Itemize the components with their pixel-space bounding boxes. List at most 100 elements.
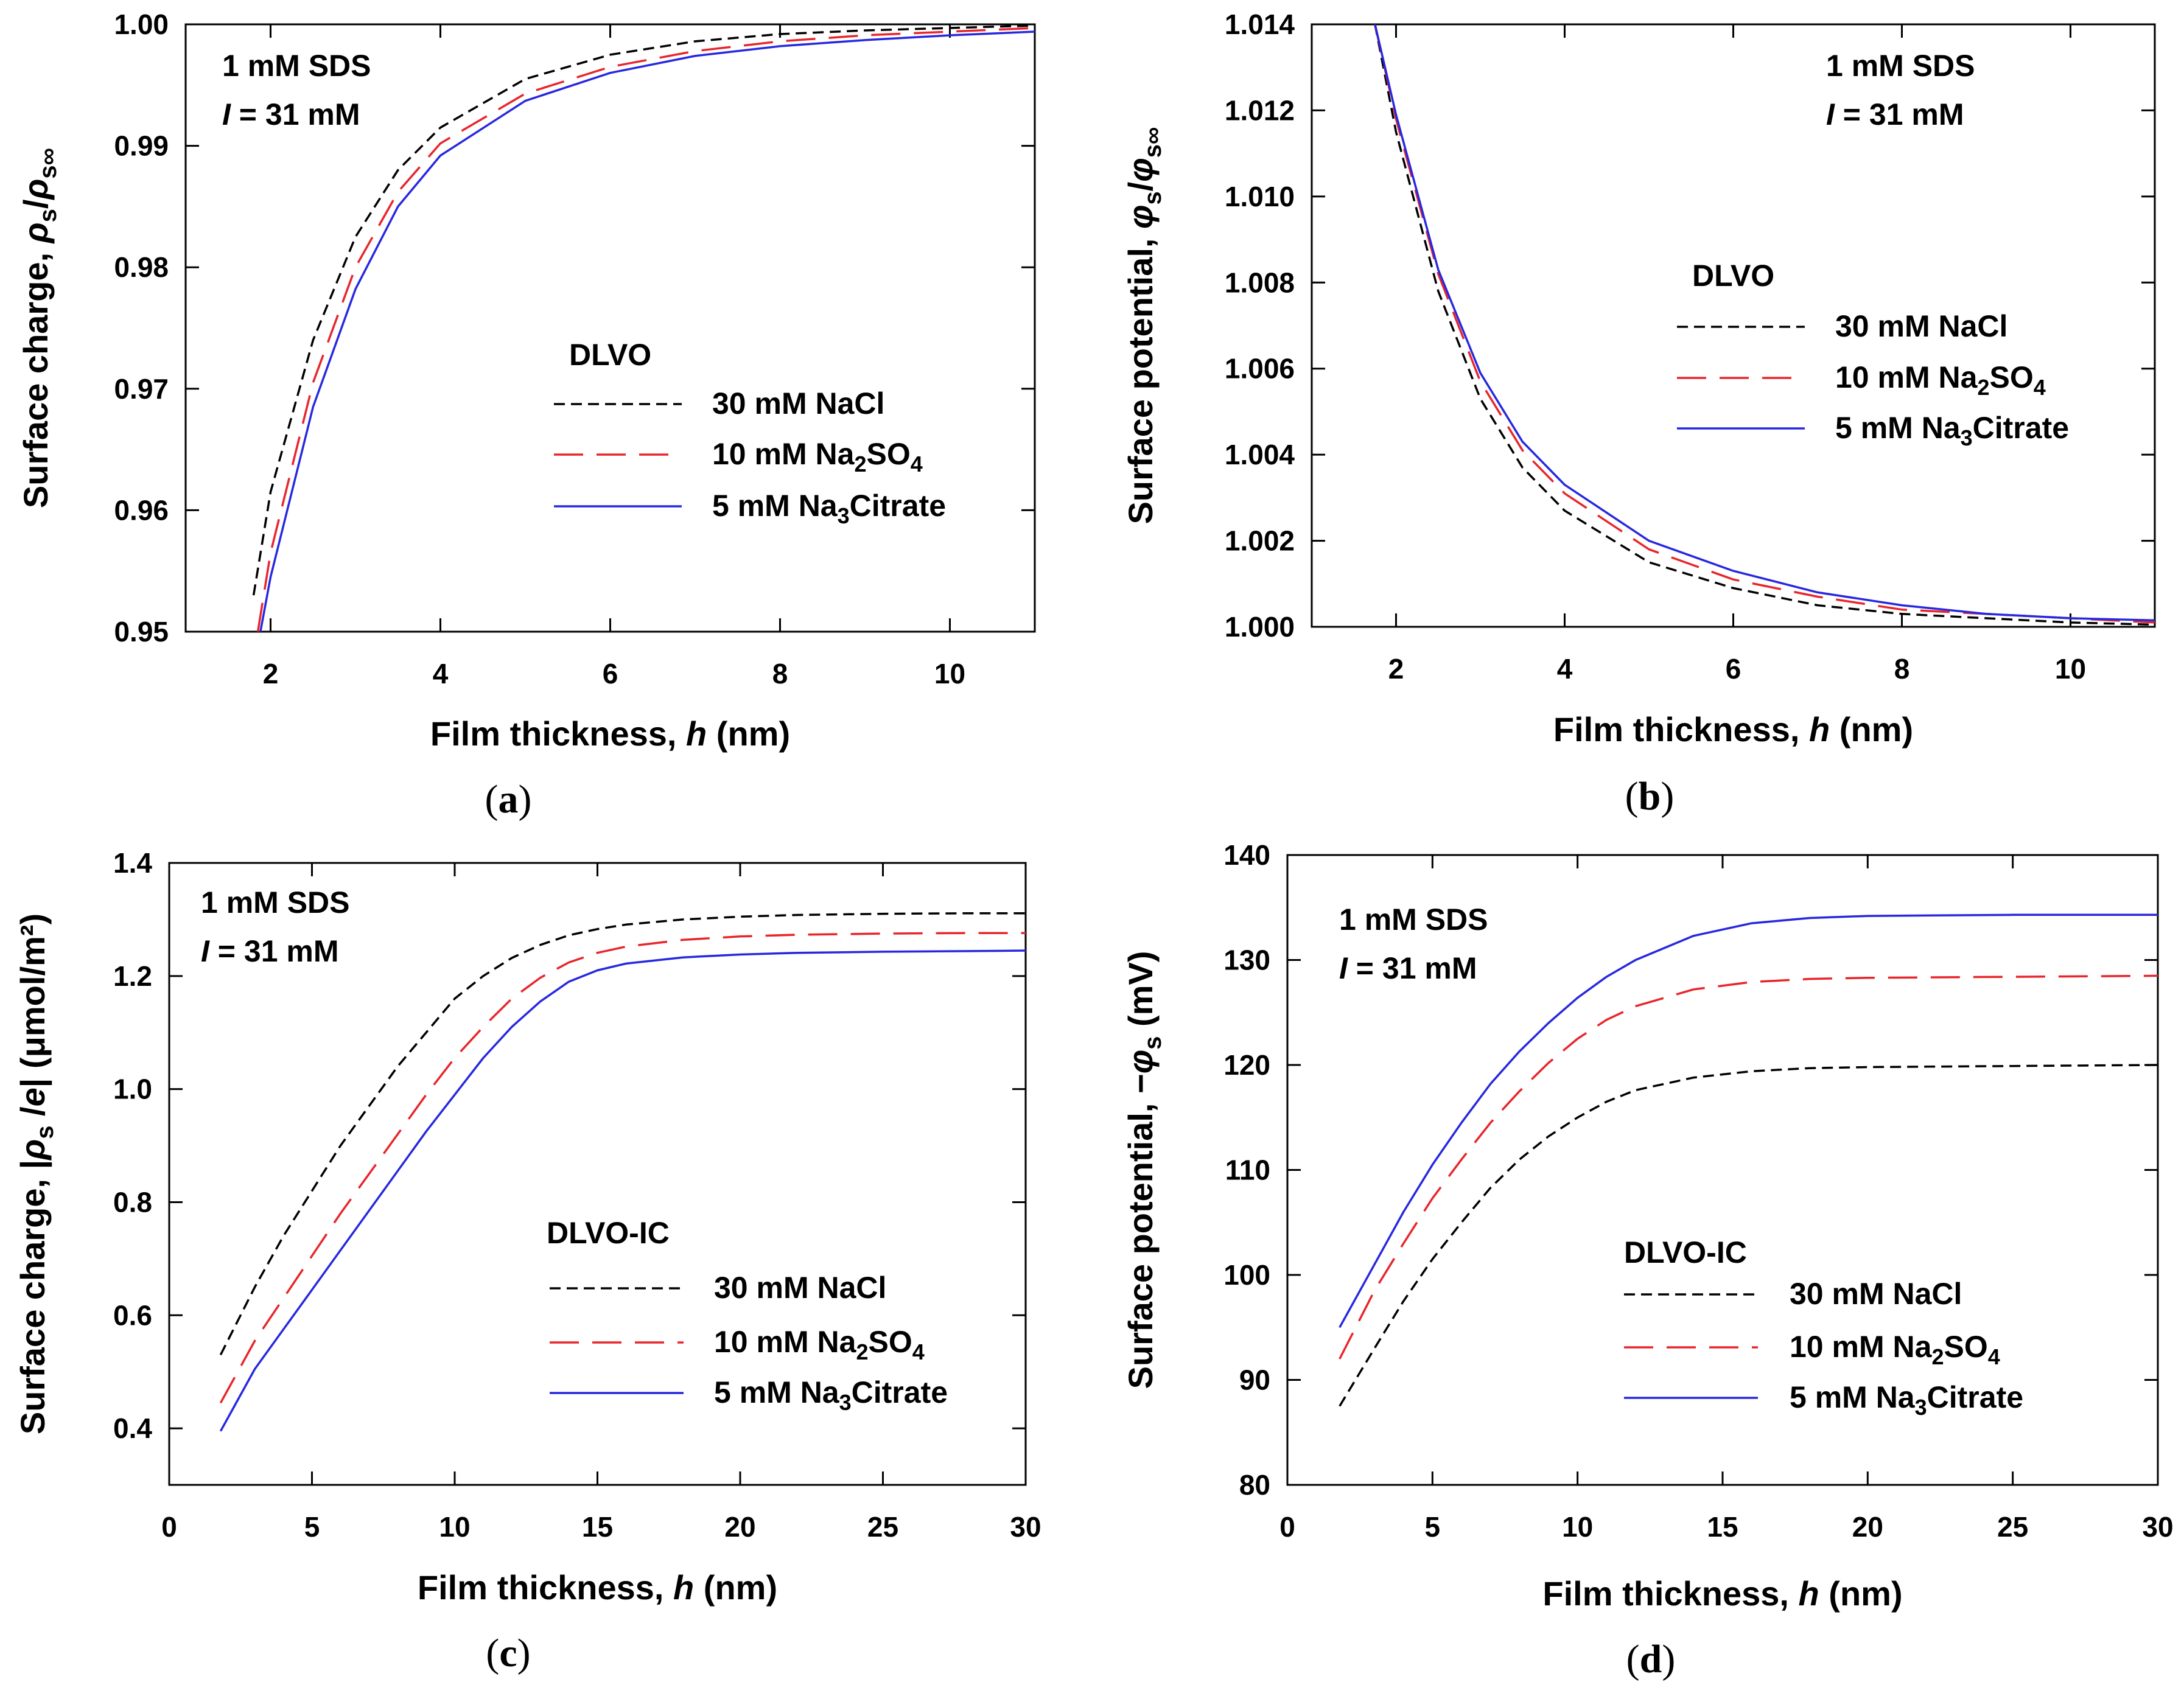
annotation-surfactant: 1 mM SDS (201, 885, 350, 920)
legend-label-nacl: 30 mM NaCl (714, 1271, 886, 1305)
y-tick-label: 0.97 (114, 373, 169, 405)
panel-c: 0 5 10 15 20 25 30 0.4 0.6 0.8 1.0 1.2 1.4 Film thick… (13, 847, 1041, 1675)
x-axis-label: Film thickness, h (nm) (1553, 710, 1913, 749)
legend-label-citrate: 5 mM Na3Citrate (1835, 411, 2069, 450)
x-tick-label: 0 (161, 1511, 177, 1543)
y-tick-label: 1.004 (1225, 439, 1295, 470)
x-tick-label: 6 (603, 658, 618, 689)
y-axis-label: Surface charge, ρs/ρs∞ (16, 148, 61, 508)
series-line-citrate (259, 30, 1035, 632)
legend-label-citrate: 5 mM Na3Citrate (714, 1375, 948, 1415)
legend-label-nacl: 30 mM NaCl (712, 386, 884, 421)
y-tick-label: 1.4 (113, 847, 152, 879)
y-tick-label: 1.000 (1225, 611, 1295, 643)
x-tick-label: 25 (1997, 1511, 2028, 1543)
series-line-na2so4 (1374, 24, 2155, 624)
annotation-ionic-strength: I = 31 mM (222, 97, 360, 131)
series-line-nacl (1374, 24, 2155, 626)
legend-label-na2so4: 10 mM Na2SO4 (1835, 360, 2046, 400)
legend-title: DLVO-IC (1624, 1235, 1747, 1269)
panel-caption: (d) (1626, 1637, 1676, 1681)
x-tick-label: 4 (433, 658, 449, 689)
y-tick-label: 1.008 (1225, 267, 1295, 298)
y-tick-label: 140 (1223, 839, 1270, 871)
y-tick-label: 1.014 (1225, 9, 1295, 40)
x-tick-label: 15 (582, 1511, 613, 1543)
legend-title: DLVO (1692, 259, 1774, 293)
y-tick-label: 90 (1239, 1364, 1270, 1396)
x-tick-label: 8 (772, 658, 788, 689)
y-tick-label: 1.2 (113, 960, 152, 992)
legend-label-citrate: 5 mM Na3Citrate (712, 489, 946, 528)
x-axis-label: Film thickness, h (nm) (1542, 1574, 1902, 1613)
x-tick-label: 0 (1279, 1511, 1295, 1543)
y-axis-label: Surface charge, |ρs /e| (μmol/m²) (13, 913, 58, 1434)
legend-label-na2so4: 10 mM Na2SO4 (712, 437, 923, 476)
x-tick-label: 25 (867, 1511, 898, 1543)
panel-caption: (c) (486, 1631, 530, 1675)
annotation-surfactant: 1 mM SDS (1826, 49, 1975, 83)
annotation-ionic-strength: I = 31 mM (201, 934, 339, 968)
annotation-ionic-strength: I = 31 mM (1339, 951, 1477, 985)
y-tick-label: 0.95 (114, 616, 169, 648)
series-line-na2so4 (1339, 974, 2158, 1360)
series-line-citrate (219, 949, 1026, 1432)
series-line-citrate (1374, 24, 2155, 622)
x-tick-label: 4 (1557, 653, 1573, 685)
series-line-citrate (1339, 913, 2158, 1328)
x-tick-label: 5 (304, 1511, 320, 1543)
y-tick-label: 1.006 (1225, 353, 1295, 385)
y-tick-label: 0.98 (114, 251, 169, 283)
panel-d: 0 5 10 15 20 25 30 80 90 100 110 120 130 140 Film thic… (1121, 839, 2174, 1681)
x-tick-label: 10 (439, 1511, 470, 1543)
series-line-na2so4 (256, 27, 1035, 632)
y-tick-label: 0.8 (113, 1186, 152, 1218)
x-tick-label: 10 (934, 658, 965, 689)
x-axis-label: Film thickness, h (nm) (418, 1568, 777, 1607)
panel-b: 2 4 6 8 10 1.000 1.002 1.004 1.006 1.008 1.010 1.01… (1121, 9, 2156, 819)
x-tick-label: 15 (1707, 1511, 1738, 1543)
legend-label-citrate: 5 mM Na3Citrate (1790, 1380, 2023, 1420)
x-tick-label: 10 (2055, 653, 2086, 685)
legend-label-na2so4: 10 mM Na2SO4 (714, 1325, 925, 1364)
x-tick-label: 2 (1388, 653, 1404, 685)
x-tick-label: 5 (1425, 1511, 1441, 1543)
y-tick-label: 1.0 (113, 1073, 152, 1105)
x-tick-label: 20 (1852, 1511, 1883, 1543)
y-tick-label: 1.00 (114, 9, 169, 40)
y-tick-label: 0.6 (113, 1299, 152, 1331)
x-tick-label: 20 (724, 1511, 755, 1543)
plot-frame (1311, 23, 2156, 628)
series-line-na2so4 (219, 932, 1026, 1404)
x-axis-label: Film thickness, h (nm) (430, 714, 790, 753)
y-tick-label: 130 (1223, 944, 1270, 976)
legend-label-nacl: 30 mM NaCl (1835, 309, 2007, 343)
y-tick-label: 80 (1239, 1469, 1270, 1501)
y-tick-label: 1.012 (1225, 94, 1295, 126)
y-axis-label: Surface potential, −φs (mV) (1121, 951, 1166, 1389)
series-line-nacl (219, 912, 1026, 1356)
panel-caption: (b) (1625, 774, 1675, 819)
y-tick-label: 100 (1223, 1259, 1270, 1291)
legend-label-nacl: 30 mM NaCl (1790, 1277, 1962, 1311)
legend-title: DLVO-IC (547, 1216, 670, 1250)
series-line-nacl (252, 24, 1035, 596)
y-tick-label: 120 (1223, 1049, 1270, 1081)
y-tick-label: 1.010 (1225, 181, 1295, 212)
series-line-nacl (1339, 1064, 2158, 1407)
annotation-ionic-strength: I = 31 mM (1826, 97, 1964, 131)
annotation-surfactant: 1 mM SDS (222, 49, 371, 83)
x-tick-label: 8 (1894, 653, 1910, 685)
panel-caption: (a) (485, 777, 532, 822)
x-tick-label: 6 (1726, 653, 1741, 685)
x-tick-label: 10 (1562, 1511, 1593, 1543)
y-tick-label: 1.002 (1225, 525, 1295, 557)
y-tick-label: 0.99 (114, 130, 169, 162)
x-tick-label: 2 (263, 658, 279, 689)
y-tick-label: 110 (1225, 1154, 1270, 1186)
x-tick-label: 30 (2142, 1511, 2173, 1543)
panel-a: 2 4 6 8 10 0.95 0.96 0.97 0.98 0.99 1.00 Film thick… (16, 9, 1036, 822)
y-tick-label: 0.96 (114, 494, 169, 526)
x-tick-label: 30 (1010, 1511, 1041, 1543)
y-axis-label: Surface potential, φs/φs∞ (1121, 127, 1166, 525)
